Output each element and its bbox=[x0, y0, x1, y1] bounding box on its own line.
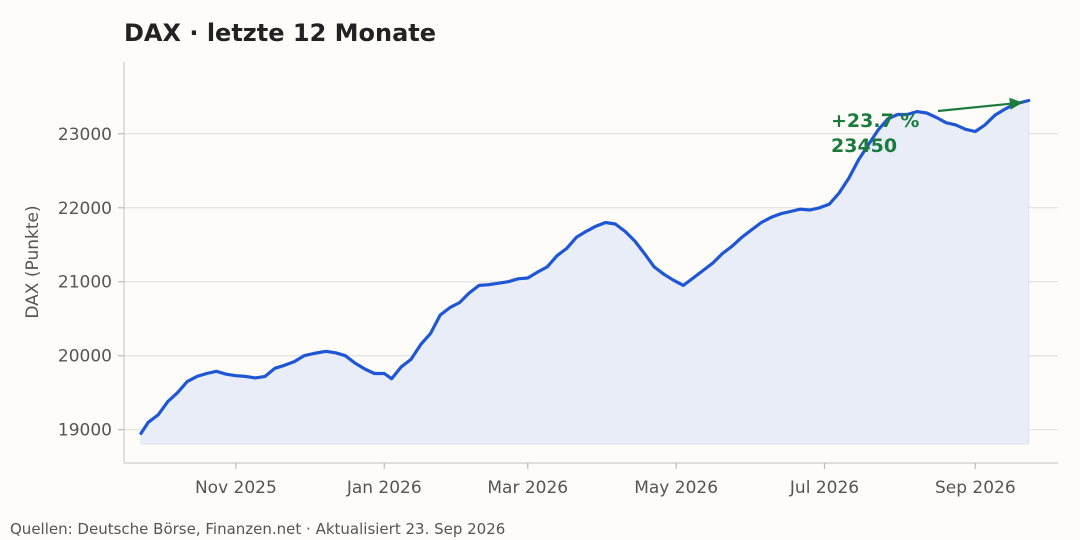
x-ticks: Nov 2025 Jan 2026 Mar 2026 May 2026 Jul 2026… bbox=[195, 463, 1016, 498]
x-tick-label: May 2026 bbox=[634, 478, 718, 498]
axes bbox=[123, 62, 1058, 464]
y-tick-label: 23000 bbox=[58, 125, 112, 145]
annotation-arrowhead bbox=[1009, 97, 1023, 110]
chart-title: DAX · letzte 12 Monate bbox=[124, 19, 436, 47]
x-tick-label: Jul 2026 bbox=[789, 478, 859, 498]
annotation-change: +23.7 % bbox=[831, 110, 919, 132]
y-tick-label: 19000 bbox=[58, 421, 112, 441]
y-axis-label: DAX (Punkte) bbox=[23, 205, 43, 318]
annotation-arrow bbox=[937, 101, 1023, 113]
y-ticks: 19000 20000 21000 22000 23000 bbox=[58, 125, 124, 441]
y-tick-label: 21000 bbox=[58, 273, 112, 293]
source-note: Quellen: Deutsche Börse, Finanzen.net · … bbox=[10, 520, 505, 538]
annotation: +23.7 % 23450 bbox=[831, 97, 1023, 157]
y-tick-label: 20000 bbox=[58, 347, 112, 367]
series-line bbox=[139, 98, 1031, 435]
x-tick-label: Jan 2026 bbox=[346, 478, 422, 498]
y-tick-label: 22000 bbox=[58, 199, 112, 219]
annotation-value: 23450 bbox=[831, 135, 897, 157]
x-tick-label: Sep 2026 bbox=[935, 478, 1016, 498]
x-tick-label: Mar 2026 bbox=[487, 478, 568, 498]
x-tick-label: Nov 2025 bbox=[195, 478, 277, 498]
